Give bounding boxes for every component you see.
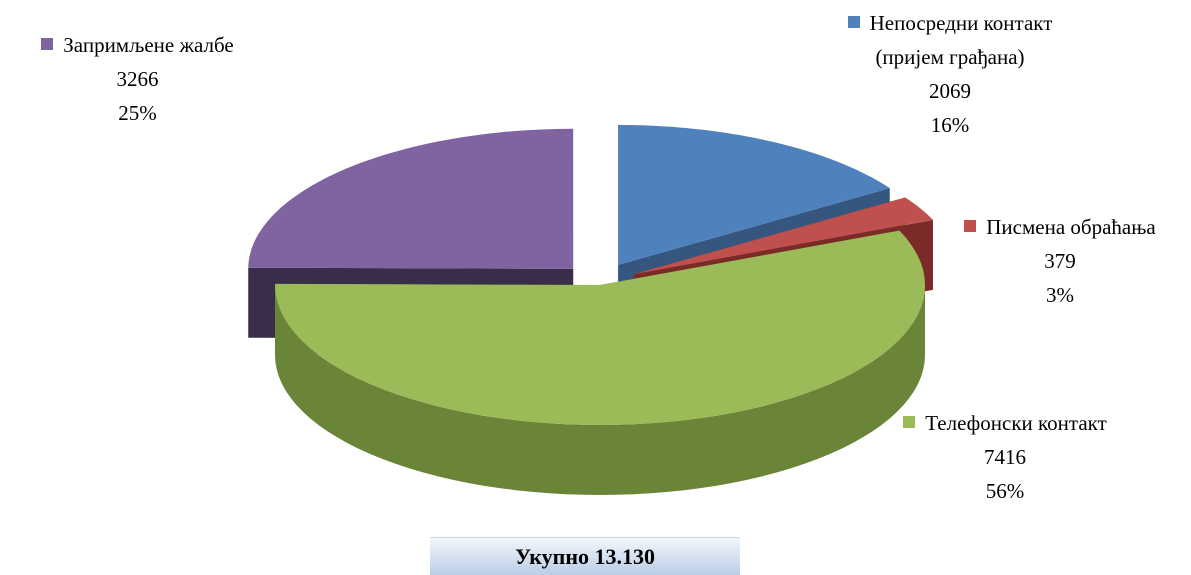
percent-label: 56%: [985, 479, 1025, 503]
slice: [248, 128, 574, 269]
total: Укупно 13.130: [430, 537, 740, 575]
value-label: 7416: [984, 445, 1026, 469]
category-label: Телефонски контакт: [925, 411, 1107, 435]
value-label: 2069: [929, 79, 971, 103]
slice: [275, 230, 925, 425]
category-label: Писмена обраћања: [986, 215, 1156, 239]
percent-label: 16%: [930, 113, 970, 137]
label-name: Телефонски контакт: [860, 406, 1150, 440]
slice: [618, 124, 890, 265]
label-name: Непосредни контакт (пријем грађана): [815, 6, 1085, 74]
slice-wall: [275, 285, 925, 495]
legend-swatch: [964, 220, 977, 232]
percent-label: 3%: [1046, 283, 1074, 307]
percent-label: 25%: [118, 101, 157, 125]
data-label: Писмена обраћања 379 3%: [940, 210, 1180, 312]
label-name: Писмена обраћања: [940, 210, 1180, 244]
slice: [633, 197, 933, 275]
data-label: Телефонски контакт 7416 56%: [860, 406, 1150, 508]
legend-swatch: [903, 416, 916, 428]
label-name: Запримљене жалбе: [5, 28, 270, 62]
value-label: 3266: [116, 67, 159, 91]
legend-swatch: [41, 38, 54, 50]
category-label: Непосредни контакт (пријем грађана): [869, 11, 1053, 69]
legend-swatch: [847, 16, 860, 28]
category-label: Запримљене жалбе: [63, 33, 234, 57]
data-label: Непосредни контакт (пријем грађана) 2069 1…: [815, 6, 1085, 142]
data-label: Запримљене жалбе 3266 25%: [5, 28, 270, 130]
value-label: 379: [1044, 249, 1076, 273]
